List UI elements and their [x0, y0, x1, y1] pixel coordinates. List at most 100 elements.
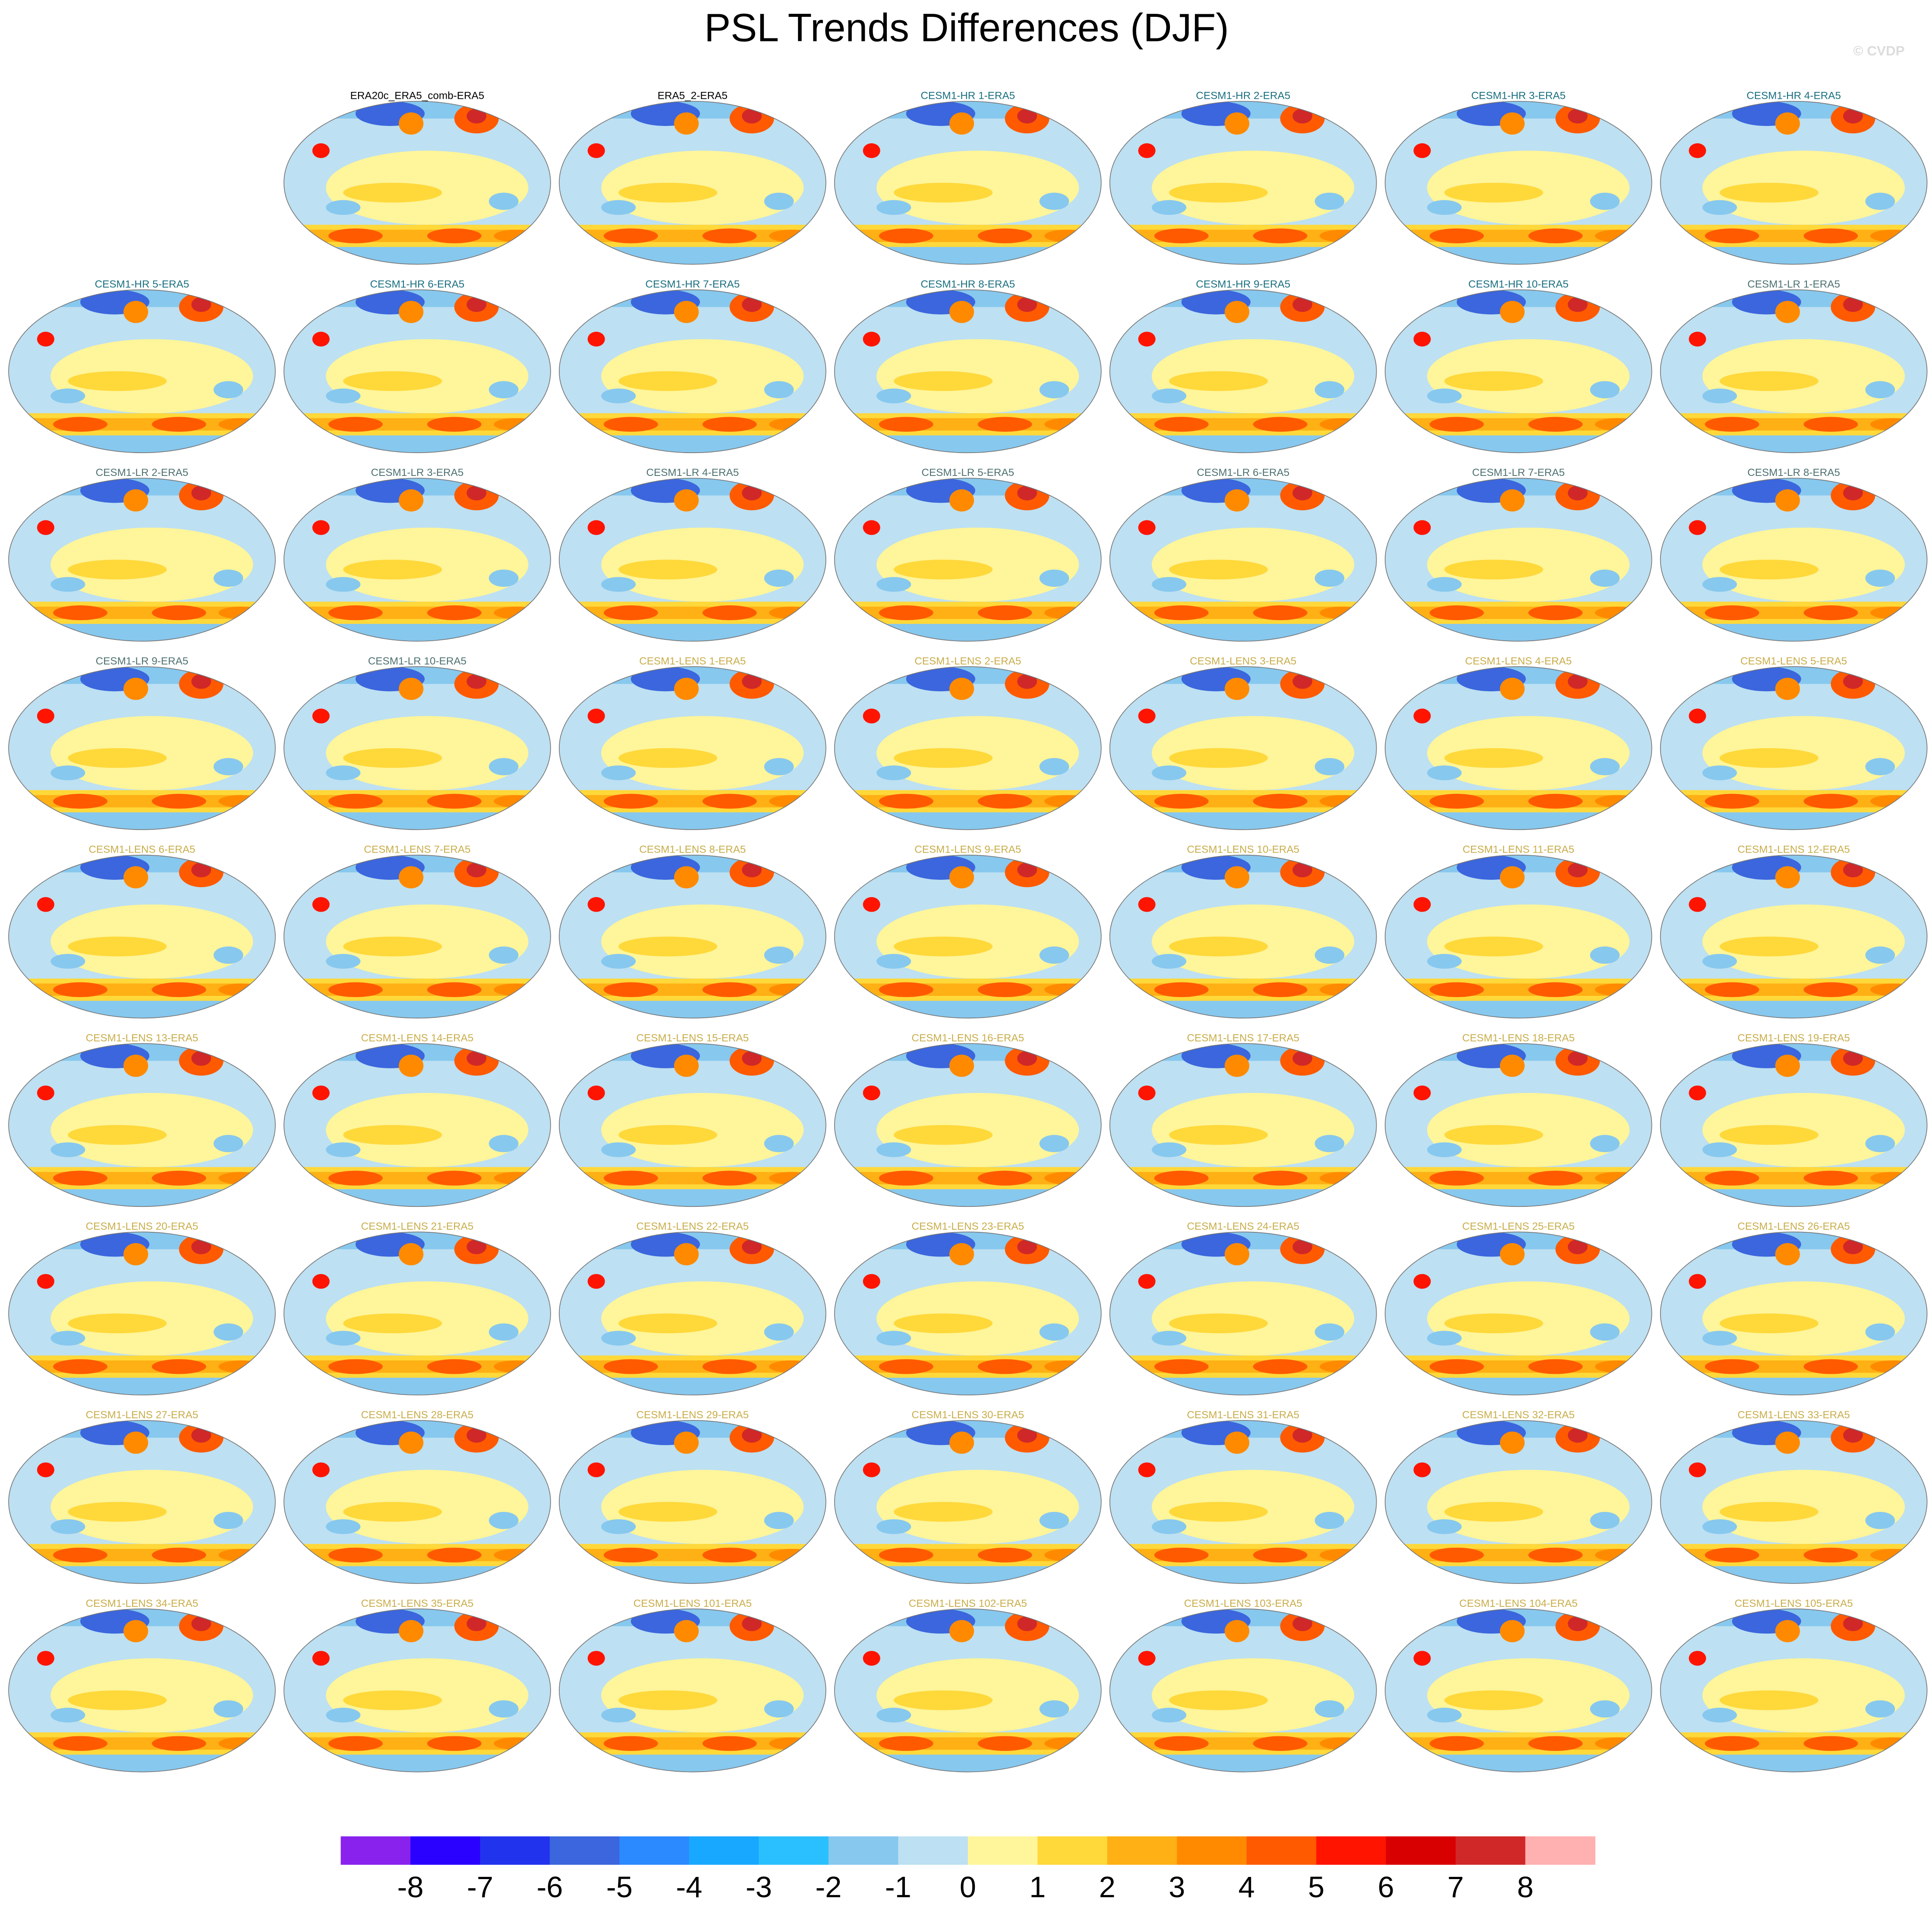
- colorbar-label: 8: [1517, 1870, 1533, 1904]
- map-panel: [1658, 853, 1929, 1020]
- panel-title: CESM1-LENS 104-ERA5: [1459, 1598, 1578, 1609]
- map-outline: [1660, 478, 1928, 642]
- colorbar-box: [1456, 1836, 1526, 1865]
- map-outline: [284, 1231, 551, 1395]
- map-panel: [1107, 853, 1379, 1020]
- map-panel: [557, 1041, 828, 1209]
- map-outline: [284, 1043, 551, 1207]
- panel-title: CESM1-LENS 26-ERA5: [1737, 1221, 1850, 1232]
- map-panel: [1658, 1606, 1929, 1774]
- map-outline: [8, 1231, 276, 1395]
- panel-title: CESM1-LENS 3-ERA5: [1190, 655, 1296, 667]
- map-panel: [6, 1230, 277, 1398]
- panel-title: CESM1-LR 6-ERA5: [1197, 467, 1289, 479]
- map-panel: [1383, 475, 1654, 643]
- map-outline: [1384, 1231, 1652, 1395]
- colorbar-label: -5: [606, 1870, 633, 1904]
- panel-title: CESM1-LENS 8-ERA5: [639, 844, 746, 856]
- map-outline: [834, 101, 1102, 265]
- panel-title: CESM1-LR 7-ERA5: [1472, 467, 1565, 479]
- panel-title: CESM1-LR 2-ERA5: [96, 467, 189, 479]
- colorbar-box: [549, 1836, 620, 1865]
- colorbar-box: [828, 1836, 899, 1865]
- colorbar-box: [410, 1836, 481, 1865]
- map-panel: [281, 475, 553, 643]
- map-panel: [1107, 664, 1379, 832]
- map-outline: [834, 289, 1102, 453]
- colorbar-box: [968, 1836, 1038, 1865]
- colorbar-label: 6: [1378, 1870, 1394, 1904]
- panel-title: CESM1-LENS 29-ERA5: [636, 1409, 749, 1421]
- map-outline: [1109, 1420, 1377, 1584]
- colorbar-label: -4: [676, 1870, 702, 1904]
- map-outline: [559, 854, 826, 1019]
- panel-title: CESM1-LENS 21-ERA5: [361, 1221, 474, 1232]
- colorbar-box: [480, 1836, 550, 1865]
- panel-title: CESM1-HR 2-ERA5: [1196, 90, 1290, 102]
- panel-title: CESM1-LENS 2-ERA5: [914, 655, 1021, 667]
- panel-title: CESM1-HR 10-ERA5: [1468, 278, 1568, 290]
- map-panel: [1383, 1041, 1654, 1209]
- map-outline: [1660, 289, 1928, 453]
- panel-title: CESM1-HR 3-ERA5: [1471, 90, 1566, 102]
- map-outline: [1109, 1043, 1377, 1207]
- map-panel: [1107, 1041, 1379, 1209]
- colorbar-box: [759, 1836, 829, 1865]
- colorbar-box: [1177, 1836, 1247, 1865]
- map-outline: [1384, 1043, 1652, 1207]
- panel-title: CESM1-LENS 14-ERA5: [361, 1032, 474, 1044]
- colorbar-box: [1316, 1836, 1387, 1865]
- map-outline: [1109, 1608, 1377, 1773]
- colorbar-box: [689, 1836, 760, 1865]
- panel-title: CESM1-LR 3-ERA5: [371, 467, 464, 479]
- panel-title: CESM1-LENS 15-ERA5: [636, 1032, 749, 1044]
- map-outline: [1109, 854, 1377, 1019]
- map-outline: [284, 666, 551, 830]
- map-outline: [1384, 289, 1652, 453]
- map-outline: [8, 289, 276, 453]
- panel-title: ERA20c_ERA5_comb-ERA5: [350, 90, 485, 102]
- map-panel: [832, 287, 1103, 455]
- colorbar-box: [898, 1836, 968, 1865]
- panel-title: CESM1-LR 5-ERA5: [921, 467, 1014, 479]
- map-panel: [557, 1230, 828, 1398]
- map-outline: [834, 1231, 1102, 1395]
- colorbar-box: [1386, 1836, 1456, 1865]
- map-panel: [557, 99, 828, 267]
- panel-title: CESM1-LENS 105-ERA5: [1734, 1598, 1853, 1609]
- map-panel: [1658, 99, 1929, 267]
- map-panel: [281, 1606, 553, 1774]
- map-panel: [1383, 1418, 1654, 1586]
- map-panel: [281, 1418, 553, 1586]
- map-panel: [6, 1606, 277, 1774]
- map-outline: [559, 1043, 826, 1207]
- panel-title: CESM1-LR 10-ERA5: [368, 655, 466, 667]
- panel-title: CESM1-LENS 19-ERA5: [1737, 1032, 1850, 1044]
- map-outline: [1660, 854, 1928, 1019]
- map-outline: [1660, 1231, 1928, 1395]
- map-outline: [8, 478, 276, 642]
- map-panel: [281, 287, 553, 455]
- panel-title: CESM1-LENS 35-ERA5: [361, 1598, 474, 1609]
- map-panel: [6, 1418, 277, 1586]
- map-panel: [832, 1418, 1103, 1586]
- map-panel: [1107, 1230, 1379, 1398]
- panel-title: CESM1-LENS 24-ERA5: [1187, 1221, 1299, 1232]
- map-panel: [557, 664, 828, 832]
- panel-title: CESM1-LR 1-ERA5: [1747, 278, 1840, 290]
- panel-title: CESM1-LENS 9-ERA5: [914, 844, 1021, 856]
- map-outline: [1660, 101, 1928, 265]
- map-panel: [6, 853, 277, 1020]
- panel-title: CESM1-LENS 103-ERA5: [1184, 1598, 1302, 1609]
- map-panel: [281, 1041, 553, 1209]
- map-outline: [284, 289, 551, 453]
- colorbar-label: 4: [1239, 1870, 1255, 1904]
- map-outline: [284, 1420, 551, 1584]
- map-panel: [832, 664, 1103, 832]
- panel-title: CESM1-LENS 22-ERA5: [636, 1221, 749, 1232]
- panel-title: CESM1-LENS 6-ERA5: [88, 844, 195, 856]
- panel-title: CESM1-LENS 30-ERA5: [911, 1409, 1024, 1421]
- map-outline: [1384, 666, 1652, 830]
- panel-title: CESM1-LENS 1-ERA5: [639, 655, 746, 667]
